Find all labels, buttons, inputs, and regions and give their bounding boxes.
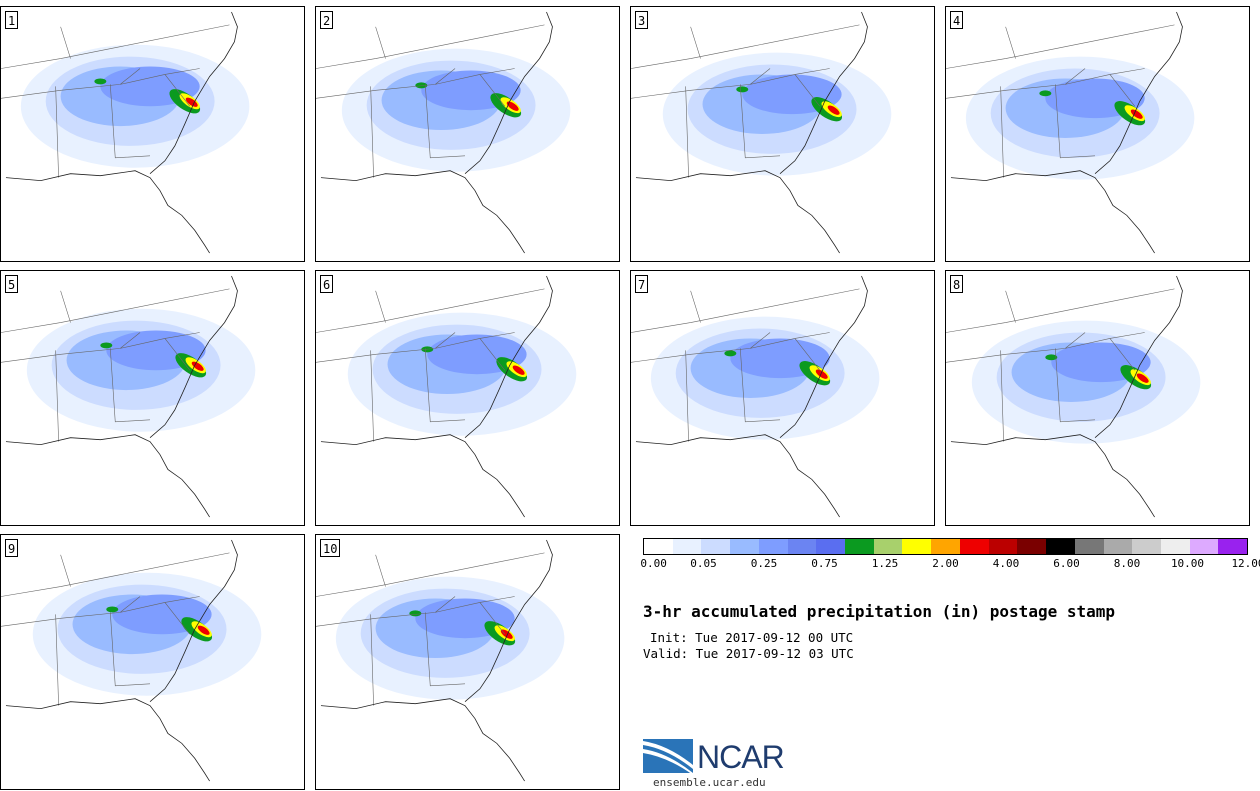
precip-map [316,275,577,518]
ensemble-member-panel: 4 [945,6,1250,262]
colorbar-swatch [1017,539,1047,554]
precip-map [1,275,256,518]
colorbar-tick-label: 10.00 [1170,557,1205,570]
colorbar-swatch [787,539,817,554]
product-title: 3-hr accumulated precipitation (in) post… [643,602,1116,621]
member-number-label: 8 [950,275,964,293]
colorbar-swatch [873,539,903,554]
member-number-label: 6 [320,275,334,293]
ncar-logo-text: NCAR [697,739,785,775]
precip-map [1,11,250,254]
colorbar-swatch [672,539,702,554]
member-number-label: 2 [320,11,334,29]
precip-map [316,11,571,254]
colorbar-tick-label: 4.00 [992,557,1020,570]
ensemble-member-panel: 6 [315,270,620,526]
ensemble-member-panel: 8 [945,270,1250,526]
logo-url: ensemble.ucar.edu [653,776,766,789]
colorbar-swatch [730,539,759,554]
colorbar [643,538,1248,555]
colorbar-swatch [902,539,932,554]
member-number-label: 4 [950,11,964,29]
precip-map [631,275,880,518]
colorbar-tick-label: 0.25 [750,557,778,570]
colorbar-swatch [959,539,989,554]
colorbar-swatch [1189,539,1219,554]
colorbar-swatch [816,539,846,554]
valid-time: Valid: Tue 2017-09-12 03 UTC [643,646,854,661]
colorbar-swatch [701,539,731,554]
colorbar-swatch [988,539,1018,554]
precip-map [631,11,892,254]
ensemble-member-panel: 3 [630,6,935,262]
colorbar-swatch [1103,539,1133,554]
ncar-logo-icon [643,739,693,775]
ensemble-member-panel: 5 [0,270,305,526]
ensemble-member-panel: 2 [315,6,620,262]
colorbar-tick-label: 12.00 [1231,557,1260,570]
colorbar-tick-label: 8.00 [1113,557,1141,570]
colorbar-tick-label: 0.75 [811,557,838,570]
ensemble-member-panel: 10 [315,534,620,790]
colorbar-swatch [758,539,788,554]
member-number-label: 1 [5,11,19,29]
colorbar-tick-label: 1.25 [871,557,899,570]
precip-map [946,11,1195,254]
init-time: Init: Tue 2017-09-12 00 UTC [650,630,854,645]
colorbar-swatch [1074,539,1104,554]
ensemble-member-panel: 7 [630,270,935,526]
colorbar-swatch [1218,539,1248,554]
colorbar-tick-label: 2.00 [932,557,959,570]
ensemble-member-panel: 1 [0,6,305,262]
colorbar-tick-label: 0.05 [690,557,717,570]
colorbar-swatch [1132,539,1161,554]
colorbar-swatch [931,539,960,554]
colorbar-swatch [845,539,874,554]
precip-map [946,275,1201,518]
colorbar-swatch [1160,539,1190,554]
member-number-label: 9 [5,539,19,557]
colorbar-swatch [1046,539,1075,554]
precip-map [316,539,565,782]
colorbar-ticks: 0.00 0.05 0.25 0.75 1.25 2.00 4.00 6.00 8.00 10.0… [640,557,1260,571]
member-number-label: 5 [5,275,19,293]
member-number-label: 3 [635,11,649,29]
precip-map [1,539,262,782]
colorbar-tick-label: 6.00 [1053,557,1080,570]
colorbar-tick-label: 0.00 [640,557,667,570]
colorbar-swatch [644,539,673,554]
ensemble-member-panel: 9 [0,534,305,790]
member-number-label: 7 [635,275,649,293]
member-number-label: 10 [320,539,341,557]
